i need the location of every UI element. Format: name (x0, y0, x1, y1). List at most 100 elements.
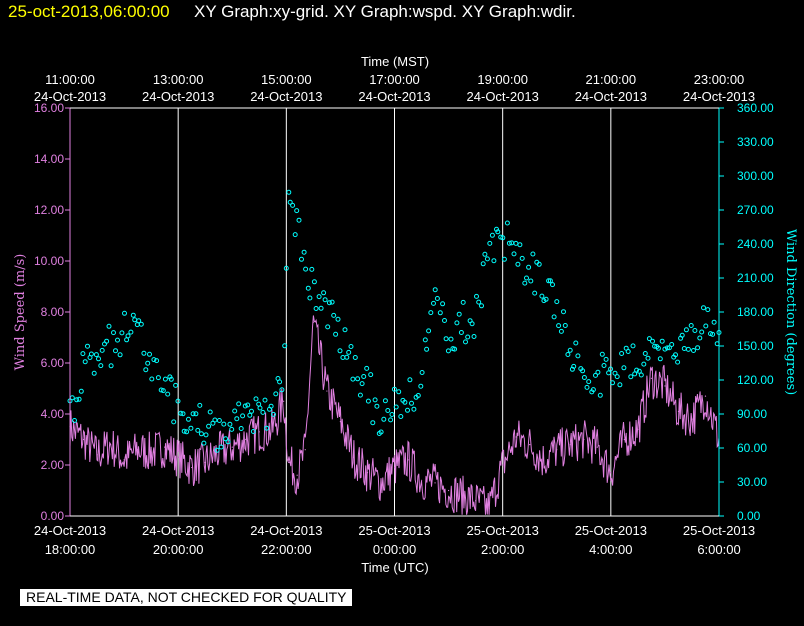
wind-speed-point (596, 446, 598, 448)
wind-direction-point (368, 372, 374, 378)
wind-direction-point (260, 409, 266, 415)
wind-direction-point (236, 401, 242, 407)
grid-lines (69, 108, 720, 516)
wind-direction-point (422, 337, 428, 343)
top-tick-time: 23:00:00 (694, 72, 745, 87)
bottom-tick-date: 24-Oct-2013 (142, 523, 214, 538)
wind-direction-point (501, 256, 507, 262)
bottom-tick-date: 24-Oct-2013 (250, 523, 322, 538)
wind-speed-point (109, 444, 112, 446)
wind-direction-point (571, 363, 577, 369)
wind-direction-point (454, 320, 460, 326)
wind-direction-point (130, 312, 136, 318)
wind-direction-point (193, 411, 199, 417)
wind-direction-point (664, 345, 670, 351)
wind-direction-point (232, 408, 238, 414)
wind-direction-point (575, 353, 581, 359)
wind-direction-point (581, 375, 587, 380)
wind-speed-point (475, 500, 477, 502)
top-tick-date: 24-Oct-2013 (142, 89, 214, 104)
wind-direction-point (316, 294, 322, 300)
wind-direction-point (201, 440, 207, 446)
wind-direction-point (82, 359, 88, 365)
wind-direction-point (526, 264, 532, 270)
wind-direction-point (460, 299, 466, 305)
wind-direction-point (76, 396, 82, 402)
bottom-tick-time: 6:00:00 (697, 542, 740, 557)
wind-direction-point (669, 342, 675, 347)
wind-direction-point (382, 398, 388, 404)
wind-direction-point (405, 407, 410, 413)
wind-direction-point (469, 321, 475, 327)
top-tick-date: 24-Oct-2013 (34, 89, 106, 104)
bottom-axis-title: Time (UTC) (361, 560, 428, 575)
wind-direction-point (307, 295, 313, 301)
wind-direction-point (584, 384, 590, 390)
wind-direction-point (652, 343, 658, 349)
wind-direction-point (122, 310, 127, 316)
bottom-tick-time: 18:00:00 (45, 542, 96, 557)
wind-direction-point (601, 363, 607, 368)
wind-direction-point (558, 328, 564, 334)
wind-speed-point (502, 464, 504, 466)
wind-direction-point (207, 409, 213, 415)
wind-direction-point (393, 404, 399, 410)
wind-direction-point (599, 351, 605, 357)
wind-direction-point (506, 240, 512, 246)
right-tick-label: 240.00 (737, 237, 774, 251)
wind-speed-point (288, 461, 290, 464)
wind-direction-point (357, 392, 363, 398)
wind-direction-point (115, 337, 120, 343)
wind-direction-point (141, 350, 147, 356)
wind-direction-point (495, 229, 501, 235)
wind-direction-point (705, 307, 711, 313)
wind-direction-point (543, 296, 549, 302)
wind-direction-point (96, 356, 101, 362)
wind-direction-point (479, 303, 484, 309)
wind-direction-point (561, 309, 566, 315)
wind-direction-point (287, 199, 293, 205)
wind-direction-point (482, 251, 488, 257)
wind-direction-point (396, 389, 402, 395)
wind-direction-point (554, 299, 560, 305)
wind-direction-point (646, 336, 652, 342)
right-tick-label: 210.00 (737, 271, 774, 285)
wind-speed-point (529, 444, 531, 446)
wind-direction-point (551, 314, 557, 320)
wind-direction-point (374, 403, 380, 409)
wind-direction-point (125, 333, 131, 339)
wind-direction-point (428, 310, 434, 316)
wind-speed-point (704, 395, 707, 397)
wind-direction-point (580, 368, 586, 374)
wind-direction-point (273, 391, 279, 397)
wind-direction-point (398, 414, 404, 419)
top-tick-time: 21:00:00 (586, 72, 637, 87)
top-tick-date: 24-Oct-2013 (250, 89, 322, 104)
wind-direction-point (645, 355, 651, 361)
wind-direction-point (452, 346, 458, 352)
wind-direction-point (85, 343, 90, 349)
wind-speed-point (258, 431, 260, 433)
wind-direction-point (74, 397, 80, 403)
wind-speed-point (515, 436, 517, 438)
wind-direction-point (188, 425, 194, 431)
right-tick-label: 60.00 (737, 441, 767, 455)
wind-direction-point (418, 383, 424, 389)
left-tick-label: 12.00 (34, 203, 64, 217)
right-axis-label: Wind Direction (degrees) (783, 229, 798, 395)
wind-speed-point (137, 449, 139, 451)
wind-direction-point (699, 329, 705, 335)
wind-direction-point (181, 428, 187, 434)
wind-speed-point (304, 449, 306, 451)
wind-direction-point (221, 421, 227, 427)
left-axis-label: Wind Speed (m/s) (13, 254, 28, 371)
wind-direction-point (530, 251, 536, 257)
left-tick-label: 16.00 (34, 101, 64, 115)
wind-direction-point (562, 323, 568, 328)
left-tick-label: 14.00 (34, 152, 64, 166)
wind-direction-point (504, 220, 510, 226)
wind-direction-point (113, 348, 118, 354)
quality-disclaimer: REAL-TIME DATA, NOT CHECKED FOR QUALITY (20, 589, 353, 606)
wind-speed-point (339, 421, 342, 423)
top-tick-time: 13:00:00 (153, 72, 204, 87)
